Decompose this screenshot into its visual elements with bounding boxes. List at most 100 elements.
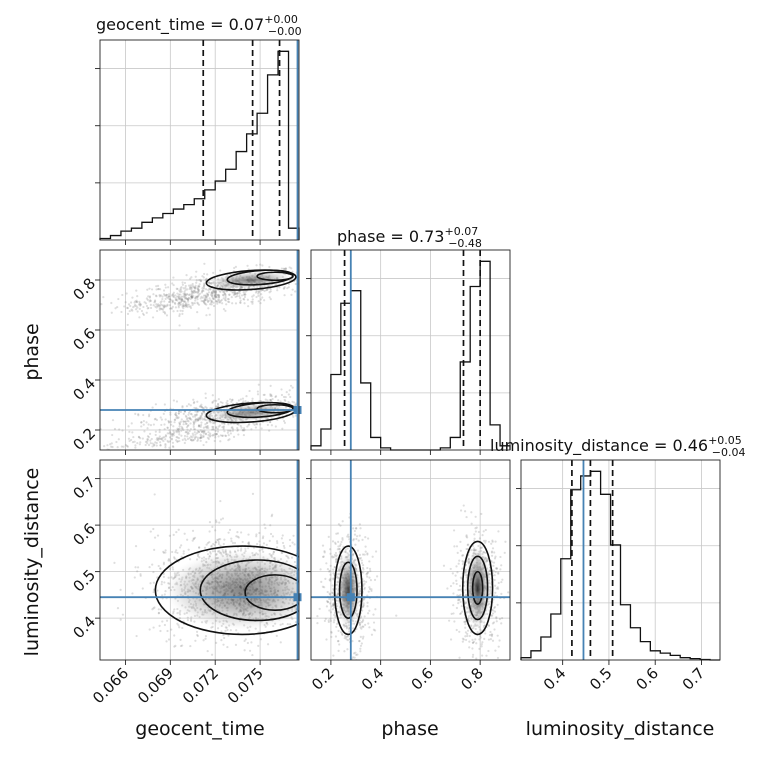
sample-point [361, 538, 364, 541]
sample-point [152, 293, 155, 296]
sample-point [337, 639, 340, 643]
sample-point [362, 635, 365, 638]
sample-point [260, 289, 263, 292]
sample-point [463, 620, 466, 623]
sample-point [192, 421, 195, 424]
sample-point [101, 453, 103, 455]
sample-point [283, 285, 286, 289]
sample-point [463, 510, 467, 513]
sample-point [328, 578, 331, 581]
sample-point [331, 556, 334, 559]
sample-point [304, 632, 306, 634]
sample-point [190, 276, 193, 279]
sample-point [466, 632, 469, 635]
sample-point [302, 595, 304, 597]
sample-point [207, 291, 211, 294]
sample-point [174, 551, 177, 554]
sample-point [187, 297, 190, 300]
sample-point [194, 291, 197, 294]
sample-point [343, 650, 346, 653]
sample-point [494, 649, 497, 652]
x-tick-label-phase-3: 0.8 [457, 664, 487, 694]
sample-point [152, 607, 155, 610]
sample-point [192, 428, 196, 431]
contour-0-2-0 [154, 545, 299, 636]
sample-point [361, 553, 365, 556]
sample-point [192, 398, 195, 401]
sample-point [202, 430, 205, 434]
sample-point [222, 425, 226, 428]
sample-point [170, 438, 173, 441]
sample-point [205, 543, 208, 546]
sample-point [163, 403, 166, 406]
sample-point [204, 279, 207, 282]
sample-point [176, 551, 179, 555]
sample-point [262, 542, 266, 545]
sample-point [339, 524, 342, 527]
sample-point [204, 405, 207, 408]
sample-point [210, 291, 213, 295]
sample-point [216, 427, 219, 430]
sample-point [135, 305, 138, 308]
sample-point [164, 286, 167, 289]
sample-point [122, 445, 125, 448]
sample-point [172, 445, 175, 449]
sample-point [199, 436, 203, 439]
sample-point [185, 422, 188, 425]
sample-point [240, 531, 243, 534]
sample-point [194, 287, 197, 290]
sample-point [185, 304, 188, 307]
sample-point [218, 424, 221, 427]
sample-point [161, 594, 164, 597]
x-tick-label-luminosity-distance-0: 0.4 [540, 664, 570, 694]
sample-point [334, 635, 338, 638]
sample-point [459, 612, 462, 616]
sample-point [165, 640, 168, 643]
sample-point [268, 539, 271, 542]
sample-point [455, 628, 458, 632]
sample-point [163, 450, 165, 452]
sample-point [153, 606, 156, 609]
sample-point [244, 400, 247, 403]
sample-point [110, 445, 113, 448]
sample-point [199, 429, 202, 432]
sample-point [366, 571, 369, 575]
sample-point [200, 413, 203, 416]
sample-point [166, 426, 169, 430]
sample-point [497, 530, 500, 533]
sample-point [194, 299, 197, 302]
sample-point [170, 307, 174, 310]
sample-point [351, 627, 355, 630]
sample-point [86, 316, 88, 318]
sample-point [186, 424, 189, 428]
sample-point [308, 572, 310, 574]
sample-point [362, 563, 365, 567]
sample-point [495, 617, 498, 620]
sample-point [140, 425, 143, 428]
sample-point [329, 548, 332, 551]
sample-point [306, 260, 308, 262]
sample-point [218, 550, 221, 553]
sample-point [186, 538, 189, 541]
sample-point [332, 650, 334, 652]
sample-point [208, 415, 211, 418]
sample-point [334, 541, 337, 544]
sample-point [291, 288, 294, 291]
sample-point [263, 299, 266, 302]
sample-point [217, 404, 220, 408]
sample-point [333, 611, 337, 615]
sample-point [459, 509, 463, 512]
panel-frame [310, 249, 511, 451]
sample-point [188, 293, 191, 296]
sample-point [479, 636, 482, 639]
sample-point [205, 426, 208, 430]
sample-point [192, 537, 195, 540]
sample-point [138, 300, 141, 303]
sample-point [362, 571, 365, 574]
contour-0-2-2 [244, 574, 299, 612]
sample-point [212, 291, 216, 294]
sample-point [459, 593, 462, 597]
sample-point [490, 542, 493, 545]
sample-point [87, 450, 89, 452]
sample-point [178, 431, 181, 434]
